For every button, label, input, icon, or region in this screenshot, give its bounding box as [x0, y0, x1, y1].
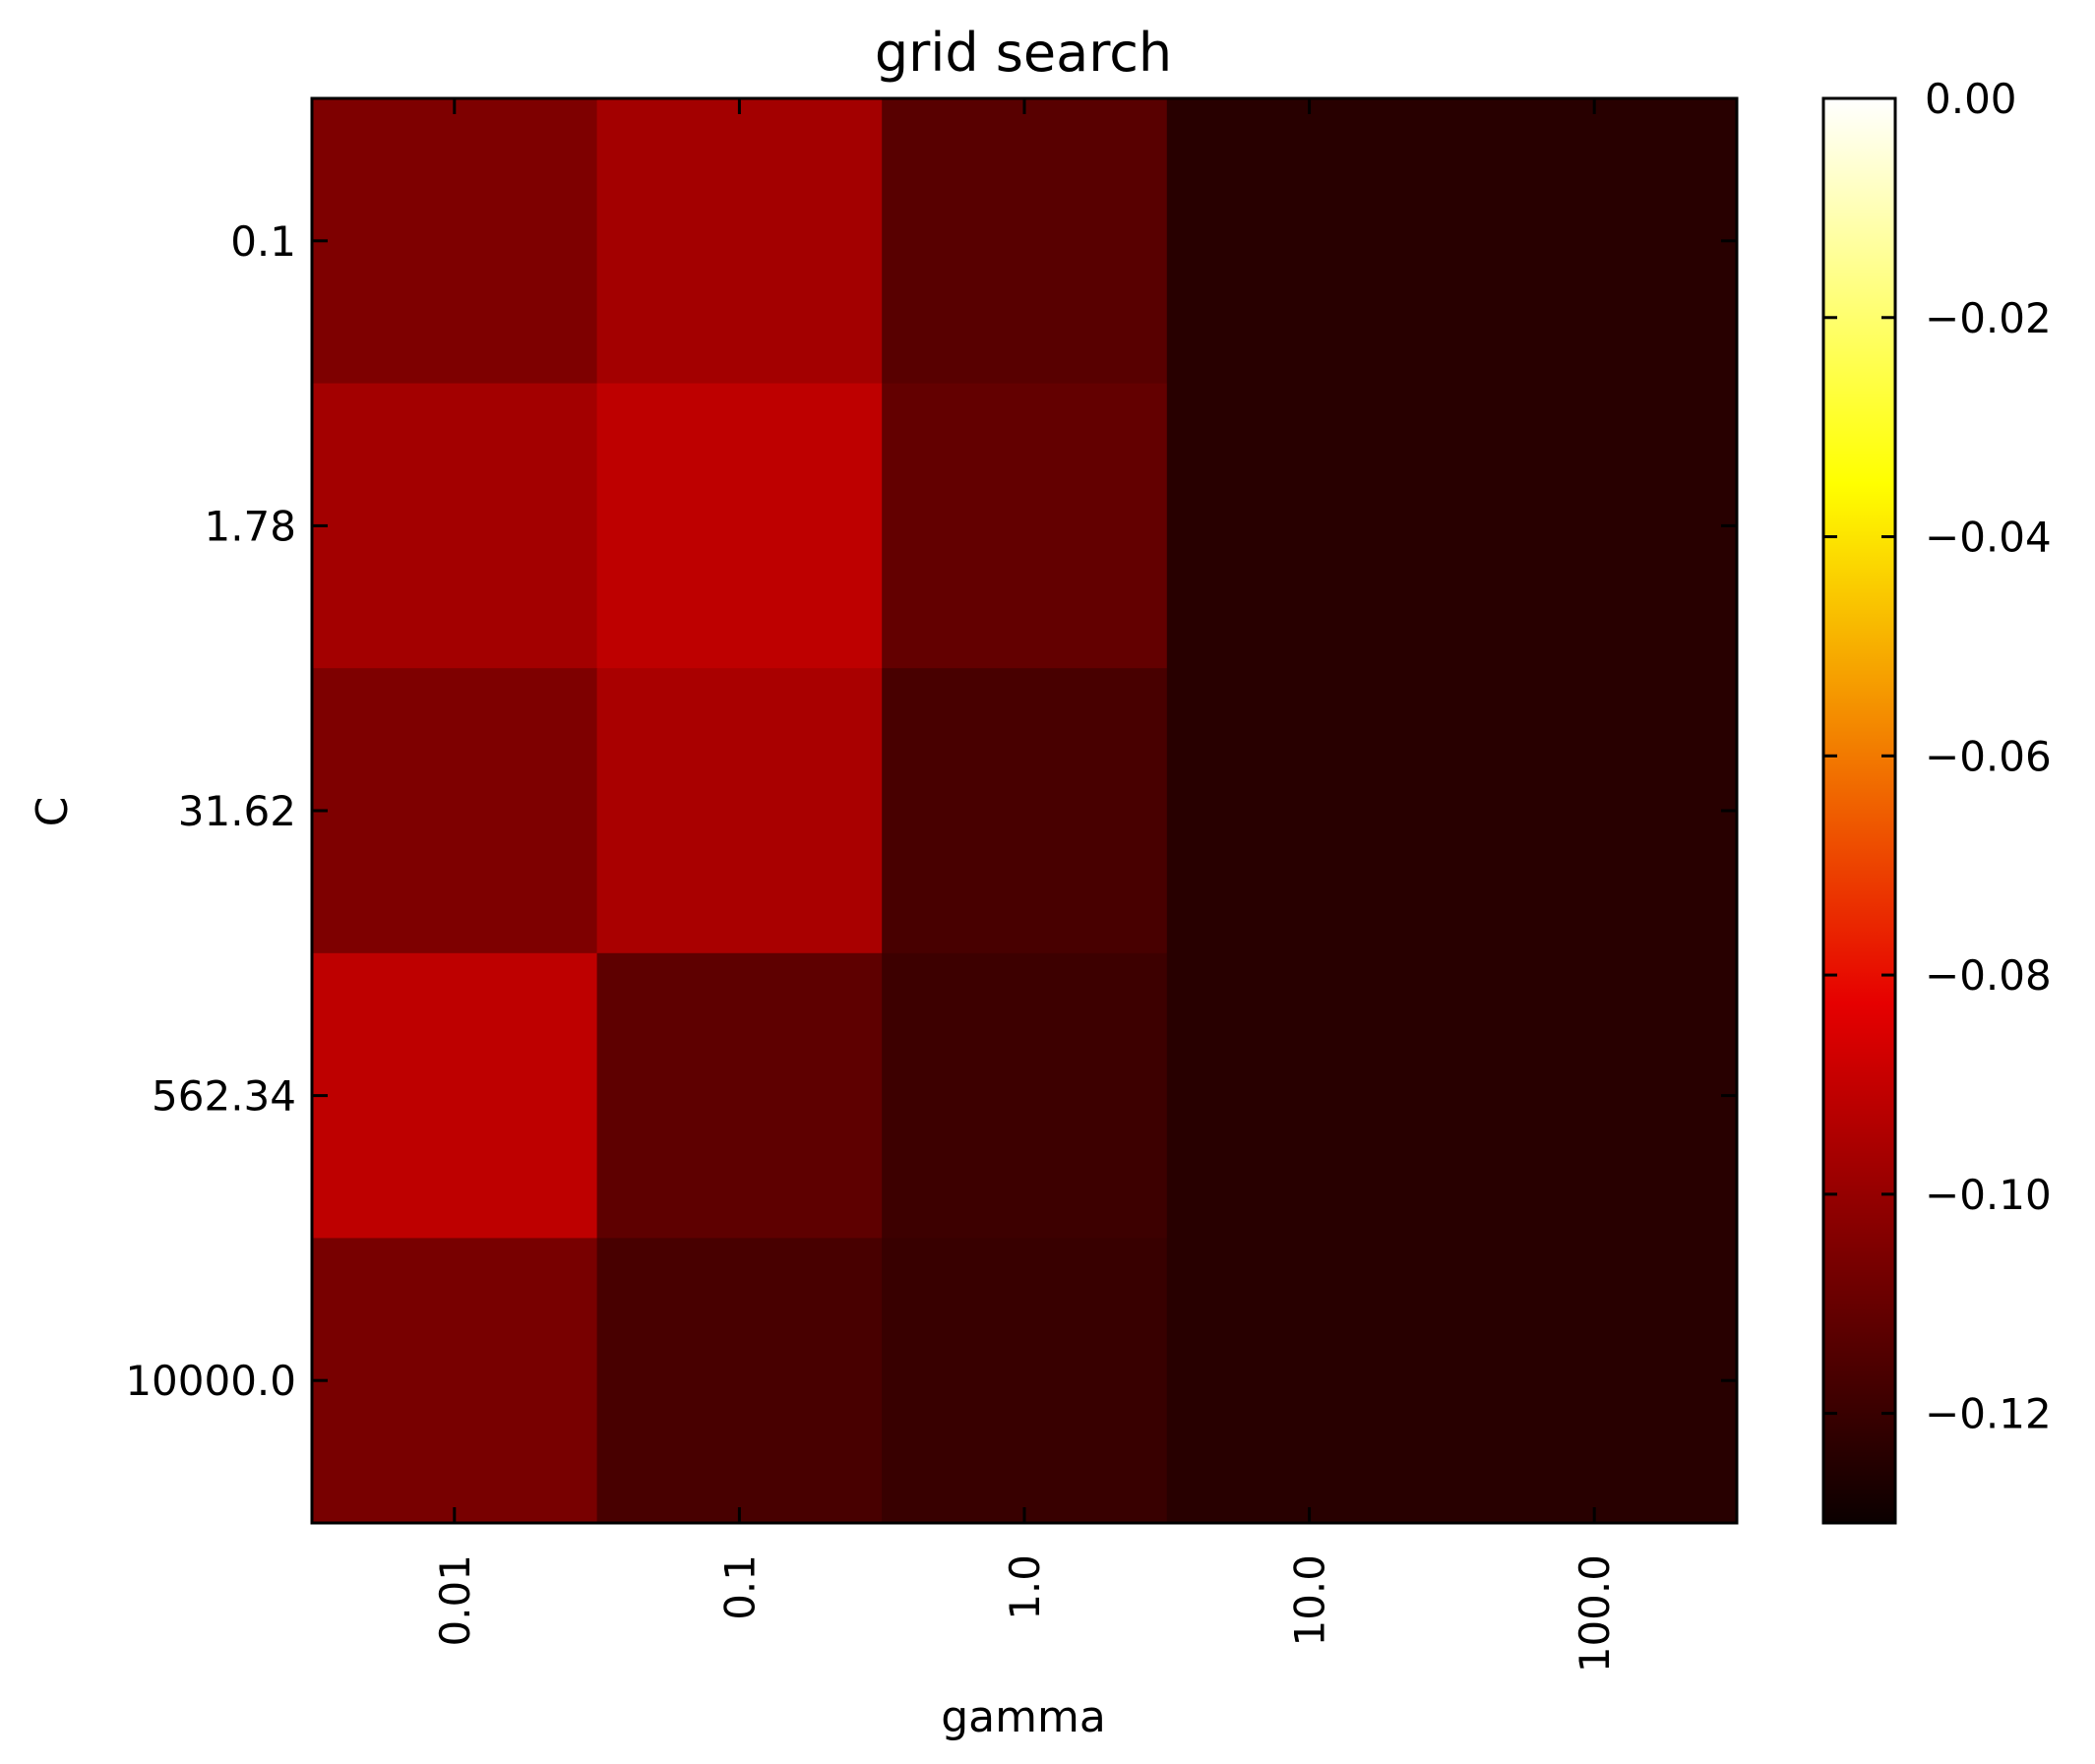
- y-tick-label: 10000.0: [125, 1357, 296, 1405]
- y-tick-label: 1.78: [204, 502, 296, 550]
- heatmap-cell: [596, 952, 883, 1239]
- colorbar-tick-label: −0.06: [1925, 732, 2052, 780]
- heatmap-cell: [882, 383, 1168, 669]
- y-axis-label: C: [28, 797, 78, 827]
- x-axis-ticks: 0.01 0.1 1.0 10.0 100.0: [431, 98, 1619, 1673]
- colorbar-ticks: 0.00 −0.02 −0.04 −0.06 −0.08 −0.10 −0.12: [1823, 75, 2052, 1438]
- y-tick-label: 0.1: [230, 217, 296, 266]
- heatmap-cell: [312, 98, 598, 385]
- colorbar-tick-label: 0.00: [1925, 75, 2017, 123]
- heatmap-cell: [1451, 668, 1738, 954]
- heatmap-cell: [312, 383, 598, 669]
- x-tick-label: 0.1: [715, 1554, 764, 1620]
- heatmap-cell: [596, 1238, 883, 1524]
- heatmap-cell: [312, 1238, 598, 1524]
- heatmap-cell: [1166, 98, 1452, 385]
- heatmap-cell: [596, 668, 883, 954]
- colorbar-tick-label: −0.10: [1925, 1171, 2052, 1219]
- heatmap-cell: [1166, 1238, 1452, 1524]
- x-tick-label: 100.0: [1571, 1554, 1619, 1673]
- chart-title: grid search: [875, 22, 1172, 84]
- heatmap-cell: [882, 98, 1168, 385]
- colorbar-tick-label: −0.02: [1925, 294, 2052, 342]
- colorbar: [1821, 96, 1897, 1525]
- colorbar-tick-label: −0.12: [1925, 1390, 2052, 1438]
- x-tick-label: 10.0: [1286, 1554, 1334, 1647]
- heatmap-cell: [1451, 98, 1738, 385]
- heatmap-cell: [1166, 952, 1452, 1239]
- heatmap-cell: [1451, 383, 1738, 669]
- x-tick-label: 0.01: [431, 1554, 479, 1647]
- heatmap-cell: [882, 1238, 1168, 1524]
- y-tick-label: 31.62: [178, 787, 296, 835]
- heatmap-cell: [312, 952, 598, 1239]
- heatmap-cell: [312, 668, 598, 954]
- heatmap-cell: [1166, 383, 1452, 669]
- y-tick-label: 562.34: [152, 1072, 296, 1121]
- y-axis-ticks: 0.1 1.78 31.62 562.34 10000.0: [125, 217, 1737, 1405]
- heatmap-cell: [1451, 1238, 1738, 1524]
- colorbar-tick-label: −0.08: [1925, 951, 2052, 1000]
- x-tick-label: 1.0: [1001, 1554, 1049, 1620]
- heatmap-cell: [882, 668, 1168, 954]
- heatmap-cell: [1166, 668, 1452, 954]
- heatmap-cell: [596, 98, 883, 385]
- colorbar-tick-label: −0.04: [1925, 514, 2052, 562]
- heatmap-cell: [1451, 952, 1738, 1239]
- heatmap-cell: [882, 952, 1168, 1239]
- heatmap-cell: [596, 383, 883, 669]
- x-axis-label: gamma: [941, 1692, 1106, 1742]
- heatmap-cells: [312, 98, 1738, 1524]
